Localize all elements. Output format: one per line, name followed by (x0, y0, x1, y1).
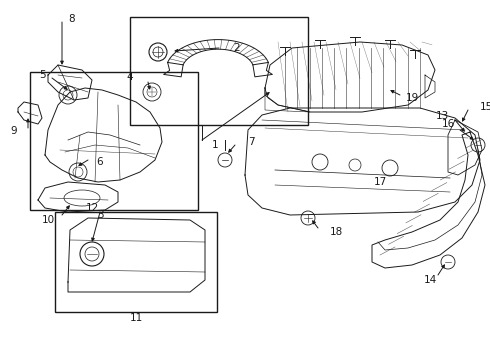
Bar (30, 72, 198, 210)
Text: 9: 9 (11, 126, 17, 136)
Text: 11: 11 (129, 313, 143, 323)
Text: 3: 3 (97, 210, 103, 220)
Text: 17: 17 (373, 177, 387, 187)
Text: 4: 4 (127, 72, 133, 82)
Text: 2: 2 (233, 43, 240, 53)
Text: 14: 14 (423, 275, 437, 285)
Text: 13: 13 (436, 111, 449, 121)
Bar (130, 17, 308, 125)
Text: 5: 5 (39, 70, 45, 80)
Text: 16: 16 (441, 119, 455, 129)
Text: 10: 10 (42, 215, 54, 225)
Text: 15: 15 (480, 102, 490, 112)
Bar (55, 212, 217, 312)
Text: 1: 1 (212, 140, 219, 150)
Text: 12: 12 (86, 203, 99, 213)
Text: 8: 8 (68, 14, 74, 24)
Text: 19: 19 (405, 93, 418, 103)
Text: 18: 18 (330, 227, 343, 237)
Text: 6: 6 (97, 157, 103, 167)
Text: 7: 7 (248, 137, 255, 147)
